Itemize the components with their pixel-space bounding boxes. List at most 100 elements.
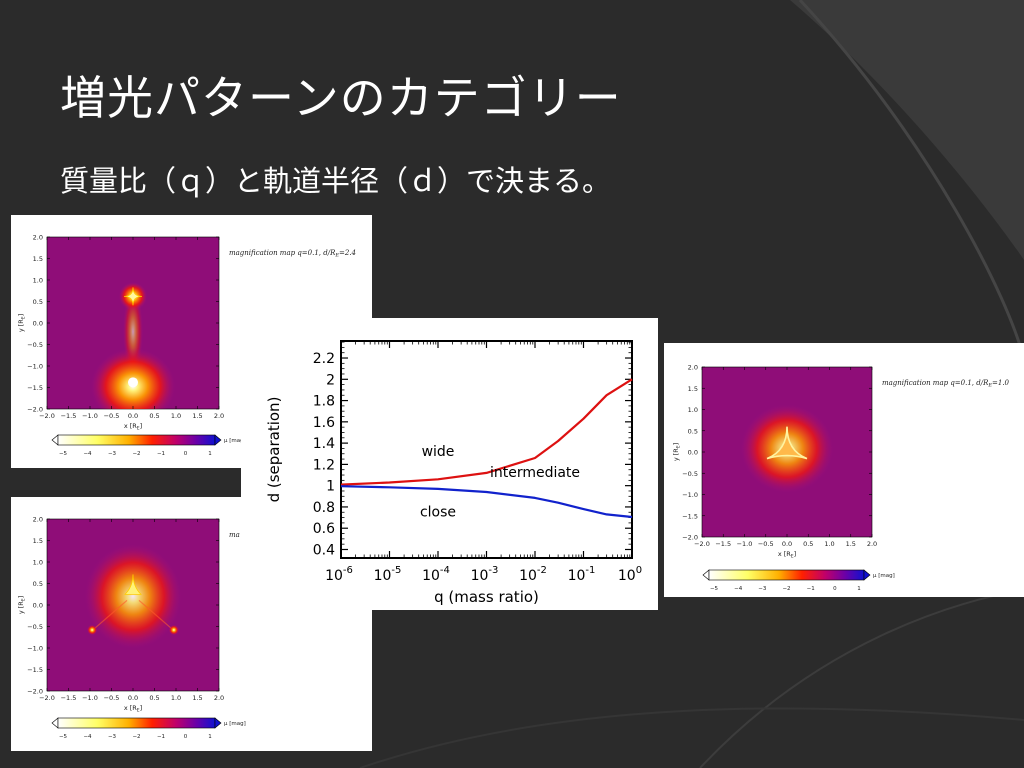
region-annotation: intermediate (490, 465, 580, 481)
y-tick-label: −1.0 (27, 363, 43, 371)
heatmap-plot-area (46, 518, 220, 692)
x-axis-label-close: ] (794, 550, 797, 558)
x-tick-label: −1.5 (61, 412, 77, 420)
plot-frame (340, 340, 633, 559)
y-tick-label: 0.0 (33, 320, 43, 328)
colorbar-tick-label: −5 (59, 451, 68, 457)
planetary-caustic-dot (87, 624, 98, 635)
x-tick-label: 2.0 (867, 540, 877, 548)
map-caption: magnification map q=0.1, d/RE=2.4 (229, 249, 356, 259)
hotspot-layer (91, 282, 175, 409)
y-tick-label: −1.5 (682, 512, 698, 520)
map-caption-tail: =2.4 (339, 249, 356, 257)
y-axis-label: d (separation) (265, 397, 283, 503)
y-tick-label: 1.5 (33, 255, 43, 263)
x-tick-label: −2.0 (694, 540, 710, 548)
colorbar-tick-label: −3 (758, 586, 767, 592)
y-tick-label: 1.2 (313, 457, 335, 473)
colorbar-tick-label: −1 (157, 734, 165, 740)
x-tick-label: 0.5 (149, 412, 159, 420)
map-caption: magnification map q=0.1, d/RE=1.0 (882, 379, 1010, 389)
central-caustic (124, 574, 142, 595)
x-tick-label: −1.5 (61, 694, 77, 702)
colorbar-bar (57, 717, 216, 729)
colorbar-tick-label: 1 (857, 586, 861, 592)
colorbar-tick-label: −3 (108, 451, 117, 457)
x-tick-base: 10 (471, 568, 489, 584)
colorbar-tick-label: −1 (157, 451, 165, 457)
x-axis-label-sub: E (791, 554, 794, 560)
x-tick-base: 10 (374, 568, 392, 584)
x-axis-label-main: x [R (124, 704, 137, 712)
slide-title: 増光パターンのカテゴリー (60, 71, 622, 125)
separation-vs-mass-ratio-chart: 10-6 10-5 10-4 10-3 10-2 10-1 100 0.4 0.6 0.8 1 1.2… (241, 318, 658, 610)
heatmap-chart-wide: −2.0 −1.5 −1.0 −0.5 0.0 0.5 1.0 1.5 2.0 2.0 1.5 1.0… (17, 234, 356, 458)
x-tick-label: 1.0 (824, 540, 834, 548)
x-axis-label-sub: E (137, 708, 140, 714)
colorbar-label: μ [mag] (224, 721, 246, 727)
x-axis-label-main: x [R (778, 550, 791, 558)
series-line-0 (340, 378, 633, 486)
x-tick-exponent: -4 (440, 565, 450, 576)
x-tick-exponent: -6 (343, 565, 353, 576)
heatmap-chart-close: −2.0 −1.5 −1.0 −0.5 0.0 0.5 1.0 1.5 2.0 2.0 1.5 1.0… (17, 516, 246, 741)
colorbar-tick-label: −1 (807, 586, 815, 592)
x-tick-label: 0.0 (128, 412, 138, 420)
y-tick-label: 1.8 (313, 394, 335, 410)
colorbar-right-arrow (214, 717, 222, 729)
x-tick-label: 0.0 (782, 540, 792, 548)
colorbar-tick-label: 0 (184, 451, 188, 457)
y-tick-label: 1.0 (33, 559, 43, 567)
map-caption: ma (229, 531, 240, 539)
colorbar-bar (57, 434, 216, 446)
x-axis-label-main: x [R (124, 422, 137, 430)
slide-subtitle: 質量比（ｑ）と軌道半径（ｄ）で決まる。 (60, 164, 612, 198)
x-tick-label: 1.0 (171, 412, 181, 420)
colorbar-tick-label: −2 (782, 586, 790, 592)
colorbar-tick-label: −2 (132, 451, 140, 457)
line-chart: 10-6 10-5 10-4 10-3 10-2 10-1 1000.40.60.811.2… (265, 340, 642, 606)
y-tick-label: 1.0 (688, 406, 698, 414)
region-annotation: wide (422, 444, 455, 460)
magnification-map-resonant: −2.0 −1.5 −1.0 −0.5 0.0 0.5 1.0 1.5 2.0 2.0 1.5 1.0… (664, 343, 1024, 597)
y-tick-label: −1.5 (27, 666, 43, 674)
y-tick-label: 1.5 (33, 537, 43, 545)
x-tick-label: −1.0 (82, 694, 98, 702)
y-tick-label: 1.4 (313, 436, 335, 452)
y-axis-label-main: y [R (672, 448, 680, 461)
y-axis-label-sub: E (21, 598, 27, 601)
colorbar-right-arrow (214, 434, 222, 446)
x-tick-label: 10-5 (374, 565, 402, 584)
colorbar-right-arrow (863, 569, 871, 581)
heatmap-chart-resonant: −2.0 −1.5 −1.0 −0.5 0.0 0.5 1.0 1.5 2.0 2.0 1.5 1.0… (672, 364, 1010, 593)
x-axis-label: x [RE] (778, 550, 796, 560)
x-tick-base: 10 (568, 568, 586, 584)
x-tick-label: −1.5 (715, 540, 731, 548)
x-tick-label: 2.0 (214, 694, 224, 702)
colorbar-tick-label: −2 (132, 734, 140, 740)
x-tick-label: −0.5 (758, 540, 774, 548)
y-tick-label: 0.5 (688, 427, 698, 435)
central-caustic-glow (85, 544, 181, 649)
colorbar-left-arrow (702, 569, 710, 581)
x-tick-label: −1.0 (737, 540, 753, 548)
colorbar-left-arrow (51, 717, 59, 729)
y-axis-label: y [RE] (672, 443, 682, 461)
colorbar-label: μ [mag] (873, 573, 895, 579)
x-axis-label-close: ] (140, 704, 143, 712)
x-tick-label: 0.5 (149, 694, 159, 702)
y-tick-label: 0.0 (688, 449, 698, 457)
y-axis-label: y [RE] (17, 314, 27, 332)
y-tick-label: −0.5 (27, 341, 43, 349)
x-axis-label: x [RE] (124, 422, 142, 432)
y-tick-label: 0.4 (313, 542, 335, 558)
y-axis-label-main: y [R (17, 319, 25, 332)
x-tick-label: 1.5 (192, 694, 202, 702)
colorbar-tick-label: −5 (59, 734, 68, 740)
x-axis-label-close: ] (140, 422, 143, 430)
x-axis-label: q (mass ratio) (434, 588, 539, 606)
colorbar: μ [mag] −5 −4 −3 −2 −1 0 1 (51, 717, 246, 740)
astroid-caustic (123, 287, 143, 306)
colorbar-tick-label: −4 (83, 451, 92, 457)
series-line-1 (340, 485, 633, 519)
